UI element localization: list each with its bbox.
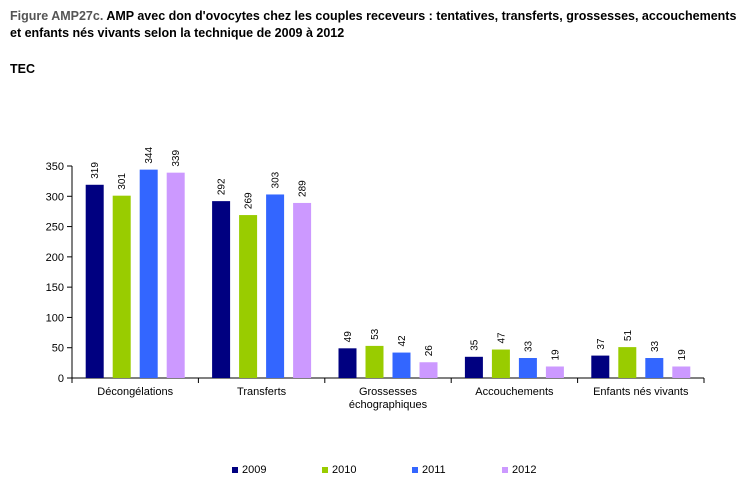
y-tick-label: 0 [58, 373, 64, 385]
y-tick-label: 350 [46, 161, 64, 173]
legend-item-2009: 2009 [232, 464, 322, 476]
data-label: 35 [469, 339, 480, 351]
data-label: 339 [171, 150, 182, 167]
bar-2011 [139, 169, 158, 378]
y-tick-label: 150 [46, 282, 64, 294]
figure-number: Figure AMP27c. [10, 9, 104, 23]
data-label: 301 [117, 173, 128, 190]
bar-2012 [672, 366, 691, 378]
legend-item-2012: 2012 [502, 464, 592, 476]
data-label: 26 [424, 345, 435, 357]
data-label: 53 [370, 328, 381, 340]
data-label: 33 [523, 340, 534, 352]
data-label: 344 [144, 147, 155, 164]
data-label: 289 [298, 180, 309, 197]
bar-2011 [645, 358, 664, 378]
data-label: 51 [623, 330, 634, 342]
x-tick-label: Grossesses [359, 386, 418, 398]
data-label: 269 [244, 192, 255, 209]
legend-label: 2009 [242, 464, 267, 476]
legend-item-2010: 2010 [322, 464, 412, 476]
bar-2012 [166, 172, 185, 378]
bar-2011 [518, 358, 537, 378]
legend-item-2011: 2011 [412, 464, 502, 476]
y-tick-label: 50 [52, 343, 64, 355]
legend-swatch [322, 467, 328, 473]
data-label: 47 [496, 332, 507, 344]
bar-2009 [591, 355, 610, 378]
legend-swatch [502, 467, 508, 473]
y-tick-label: 300 [46, 191, 64, 203]
x-tick-label: Enfants nés vivants [593, 386, 689, 398]
bar-2009 [212, 201, 231, 378]
bar-2010 [239, 215, 258, 378]
x-tick-label: Décongélations [97, 386, 173, 398]
bar-2012 [293, 202, 312, 378]
legend-label: 2012 [512, 464, 537, 476]
figure-caption: AMP avec don d'ovocytes chez les couples… [10, 9, 737, 40]
bar-2011 [392, 352, 411, 378]
x-tick-label: échographiques [349, 399, 428, 411]
bar-2010 [365, 345, 384, 378]
data-label: 37 [596, 338, 607, 350]
bar-2009 [338, 348, 357, 378]
legend-label: 2010 [332, 464, 357, 476]
data-label: 49 [343, 331, 354, 343]
data-label: 292 [217, 178, 228, 195]
bar-2010 [491, 349, 510, 378]
bar-2009 [85, 184, 104, 378]
bar-2011 [266, 194, 285, 378]
data-label: 19 [677, 349, 688, 361]
bar-2012 [545, 366, 564, 378]
chart-subtitle: TEC [10, 62, 35, 76]
bar-2012 [419, 362, 438, 378]
legend-label: 2011 [422, 464, 446, 476]
x-tick-label: Accouchements [475, 386, 554, 398]
bar-2010 [112, 195, 131, 378]
y-tick-label: 250 [46, 222, 64, 234]
bar-2010 [618, 347, 637, 378]
legend-swatch [232, 467, 238, 473]
data-label: 319 [90, 162, 101, 179]
data-label: 303 [271, 171, 282, 188]
chart-title: Figure AMP27c. AMP avec don d'ovocytes c… [10, 8, 740, 42]
legend-swatch [412, 467, 418, 473]
data-label: 33 [650, 340, 661, 352]
data-label: 42 [397, 335, 408, 347]
y-tick-label: 200 [46, 252, 64, 264]
y-tick-label: 100 [46, 312, 64, 324]
bar-2009 [464, 356, 483, 378]
data-label: 19 [550, 349, 561, 361]
x-tick-label: Transferts [237, 386, 287, 398]
legend: 2009 2010 2011 2012 [232, 464, 592, 476]
